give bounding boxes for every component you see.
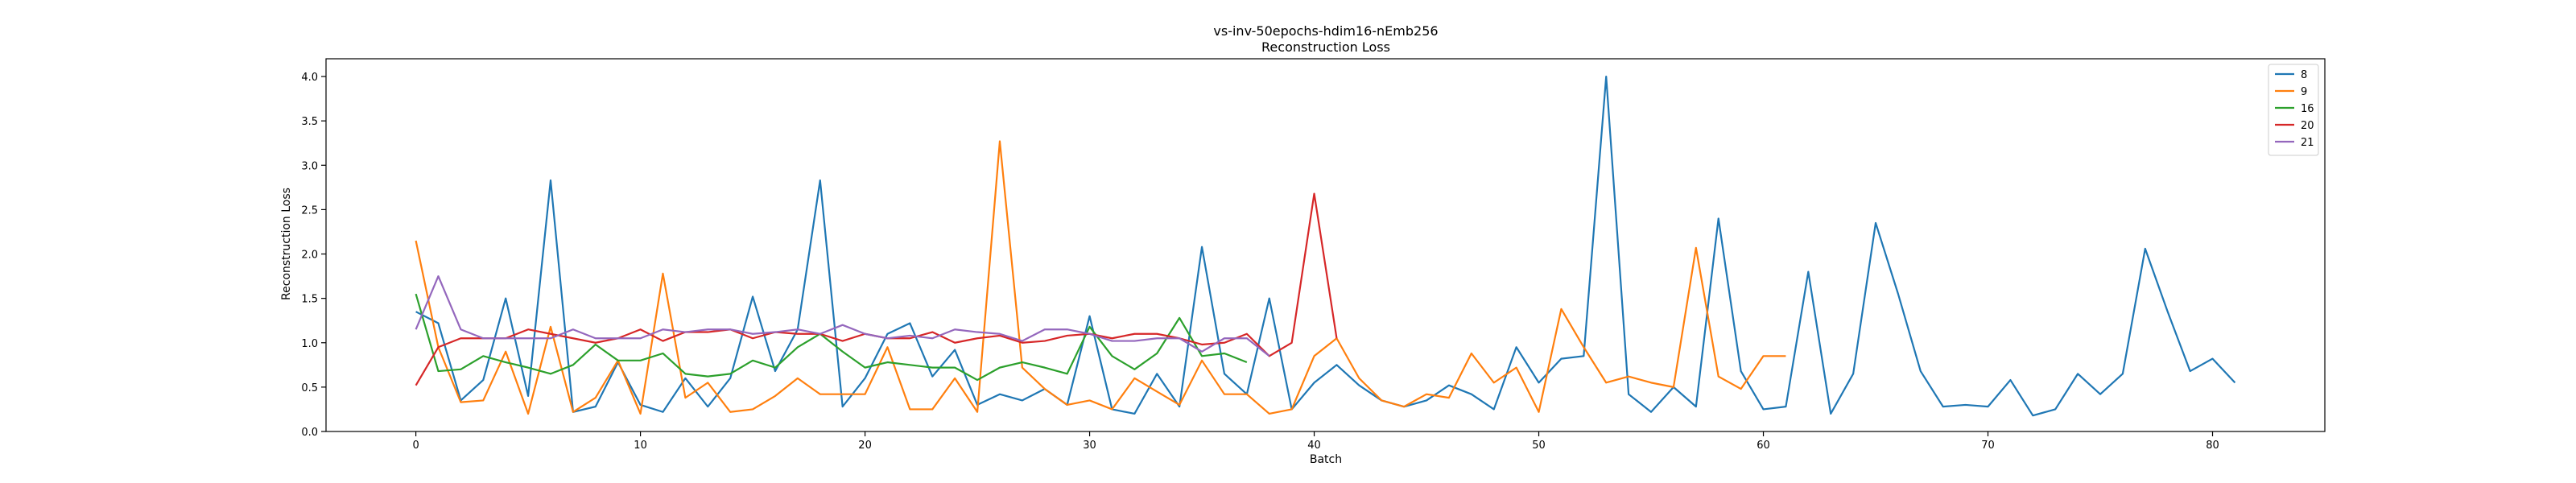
series-line-21 xyxy=(415,275,1270,357)
x-tick-label: 20 xyxy=(858,440,872,452)
x-axis-label: Batch xyxy=(1310,453,1342,466)
chart-subtitle: Reconstruction Loss xyxy=(1261,39,1390,55)
axes-frame xyxy=(325,58,2326,432)
series-line-9 xyxy=(415,140,1786,415)
legend-label-20: 20 xyxy=(2301,120,2314,132)
series-line-8 xyxy=(415,75,2236,417)
x-tick-label: 40 xyxy=(1307,440,1321,452)
x-tick-label: 50 xyxy=(1532,440,1546,452)
y-tick-label: 3.0 xyxy=(301,160,318,172)
y-tick-label: 0.0 xyxy=(301,427,318,439)
y-tick-label: 4.0 xyxy=(301,72,318,84)
legend-label-9: 9 xyxy=(2301,86,2307,98)
y-axis-label: Reconstruction Loss xyxy=(280,188,293,300)
x-tick-label: 80 xyxy=(2206,440,2219,452)
chart-title: vs-inv-50epochs-hdim16-nEmb256 xyxy=(1213,23,1438,39)
legend-label-21: 21 xyxy=(2301,137,2314,149)
x-tick-label: 0 xyxy=(412,440,419,452)
legend-label-8: 8 xyxy=(2301,69,2307,81)
y-tick-label: 3.5 xyxy=(301,116,318,128)
x-tick-label: 30 xyxy=(1083,440,1096,452)
x-tick-label: 60 xyxy=(1757,440,1770,452)
x-tick-label: 10 xyxy=(634,440,647,452)
legend-box xyxy=(2268,64,2319,156)
legend: 8 9 16 20 21 xyxy=(2268,64,2319,156)
plot-area: 0 10 20 30 40 50 60 70 80 0.0 0.5 1.0 1.5 2.0 2.5 3.0 3.… xyxy=(301,58,2326,452)
y-tick-label: 2.0 xyxy=(301,250,318,262)
legend-label-16: 16 xyxy=(2301,103,2314,115)
y-tick-label: 1.0 xyxy=(301,338,318,350)
y-tick-label: 2.5 xyxy=(301,204,318,217)
x-tick-label: 70 xyxy=(1981,440,1995,452)
y-tick-label: 0.5 xyxy=(301,382,318,394)
y-tick-label: 1.5 xyxy=(301,294,318,306)
series-line-16 xyxy=(415,293,1248,382)
